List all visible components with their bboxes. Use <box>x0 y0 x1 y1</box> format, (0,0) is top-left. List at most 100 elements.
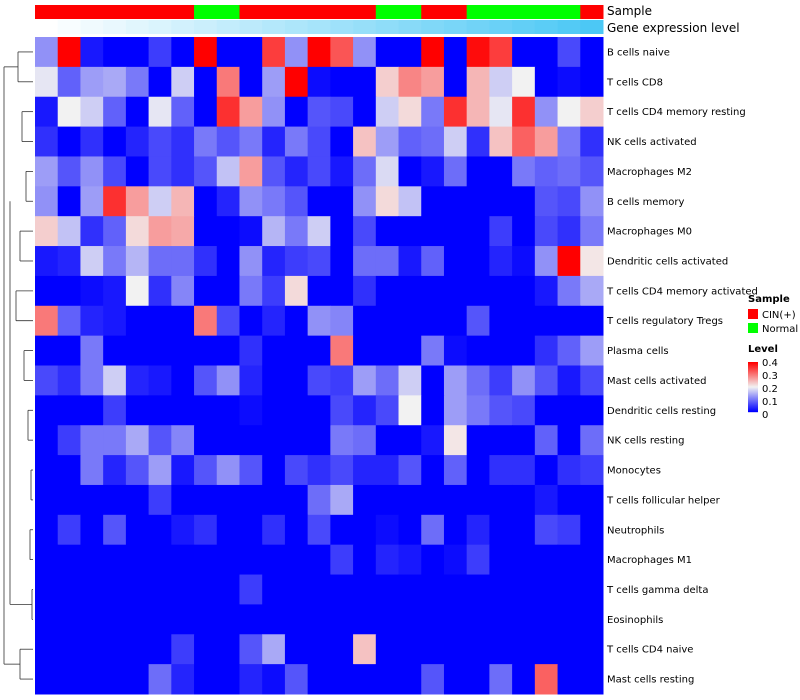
heatmap-cell <box>80 66 104 98</box>
heatmap-cell <box>489 126 513 157</box>
heatmap-cell <box>103 305 127 337</box>
heatmap-cell <box>534 574 559 605</box>
heatmap-cell <box>194 455 218 486</box>
heatmap-cell <box>239 96 263 128</box>
heatmap-cell <box>307 514 331 546</box>
heatmap-cell <box>171 156 195 187</box>
heatmap-cell <box>57 395 81 426</box>
legend-gradient-step <box>748 405 758 407</box>
heatmap-cell <box>216 425 240 456</box>
heatmap-cell <box>580 126 604 157</box>
heatmap-cell <box>284 156 309 187</box>
heatmap-cell <box>216 66 240 98</box>
heatmap-cell <box>80 425 104 456</box>
heatmap-cell <box>284 604 309 635</box>
heatmap-cell <box>216 544 240 576</box>
heatmap-cell <box>262 186 286 217</box>
heatmap-cell <box>557 395 581 426</box>
heatmap-cell <box>375 574 400 605</box>
heatmap-cell <box>239 395 263 426</box>
heatmap-cell <box>148 335 172 366</box>
heatmap-cell <box>421 186 445 217</box>
heatmap-cell <box>239 574 263 605</box>
heatmap-cell <box>375 96 400 128</box>
heatmap-cell <box>466 275 490 307</box>
row-label: Eosinophils <box>607 615 663 626</box>
heatmap-cell <box>353 275 377 307</box>
heatmap-cell <box>239 246 263 277</box>
heatmap-cell <box>148 246 172 277</box>
heatmap-cell <box>103 544 127 576</box>
row-label: B cells memory <box>607 197 684 208</box>
legend-gradient-step <box>748 396 758 398</box>
heatmap-cell <box>307 96 331 128</box>
heatmap-cell <box>375 246 400 277</box>
heatmap-cell <box>35 246 59 277</box>
heatmap-cell <box>398 186 422 217</box>
heatmap-cell <box>80 514 104 546</box>
heatmap-cell <box>194 246 218 277</box>
heatmap-cell <box>194 305 218 337</box>
heatmap-cell <box>35 634 59 665</box>
heatmap-cell <box>466 544 490 576</box>
heatmap-cell <box>216 574 240 605</box>
heatmap-cell <box>103 186 127 217</box>
heatmap-cell <box>353 634 377 665</box>
heatmap-cell <box>353 216 377 247</box>
heatmap-cell <box>398 96 422 128</box>
heatmap-cell <box>57 156 81 187</box>
heatmap-cell <box>239 37 263 68</box>
gene-expression-annotation-cell <box>353 20 377 34</box>
heatmap-cell <box>489 335 513 366</box>
heatmap-cell <box>194 37 218 68</box>
legend-gradient-step <box>748 373 758 375</box>
legend-gradient-step <box>748 366 758 368</box>
legend-swatch <box>748 323 758 333</box>
heatmap-cell <box>330 126 354 157</box>
heatmap-cell <box>262 335 286 366</box>
heatmap-cell <box>443 275 468 307</box>
heatmap-cell <box>330 335 354 366</box>
heatmap-cell <box>580 514 604 546</box>
heatmap-cell <box>557 484 581 516</box>
heatmap-cell <box>171 126 195 157</box>
heatmap-cell <box>330 156 354 187</box>
heatmap-cell <box>307 425 331 456</box>
heatmap-cell <box>580 455 604 486</box>
heatmap-cell <box>171 66 195 98</box>
heatmap-cell <box>239 604 263 635</box>
legend-gradient-step <box>748 409 758 411</box>
heatmap-cell <box>512 604 536 635</box>
heatmap-cell <box>489 514 513 546</box>
heatmap-cell <box>512 96 536 128</box>
heatmap-cell <box>466 574 490 605</box>
heatmap-cell <box>194 425 218 456</box>
heatmap-cell <box>307 544 331 576</box>
heatmap-cell <box>80 604 104 635</box>
heatmap-cell <box>262 455 286 486</box>
heatmap-cell <box>557 126 581 157</box>
heatmap-cell <box>489 365 513 396</box>
heatmap-cell <box>171 275 195 307</box>
heatmap-cell <box>80 96 104 128</box>
heatmap-cell <box>421 544 445 576</box>
legend-label: CIN(+) <box>762 310 796 321</box>
heatmap-cell <box>103 156 127 187</box>
heatmap-cell <box>489 216 513 247</box>
heatmap-cell <box>353 246 377 277</box>
heatmap-cell <box>534 275 559 307</box>
heatmap-cell <box>375 664 400 695</box>
heatmap-cell <box>194 96 218 128</box>
heatmap-cell <box>443 305 468 337</box>
heatmap-cell <box>534 156 559 187</box>
row-label: Macrophages M0 <box>607 227 692 238</box>
legend-gradient-step <box>748 403 758 405</box>
heatmap-cell <box>466 216 490 247</box>
heatmap-cell <box>125 275 150 307</box>
heatmap-cell <box>216 455 240 486</box>
heatmap-cell <box>307 126 331 157</box>
sample-annotation-cell <box>557 5 581 19</box>
heatmap-cell <box>330 66 354 98</box>
heatmap-cell <box>534 365 559 396</box>
heatmap-cell <box>35 455 59 486</box>
